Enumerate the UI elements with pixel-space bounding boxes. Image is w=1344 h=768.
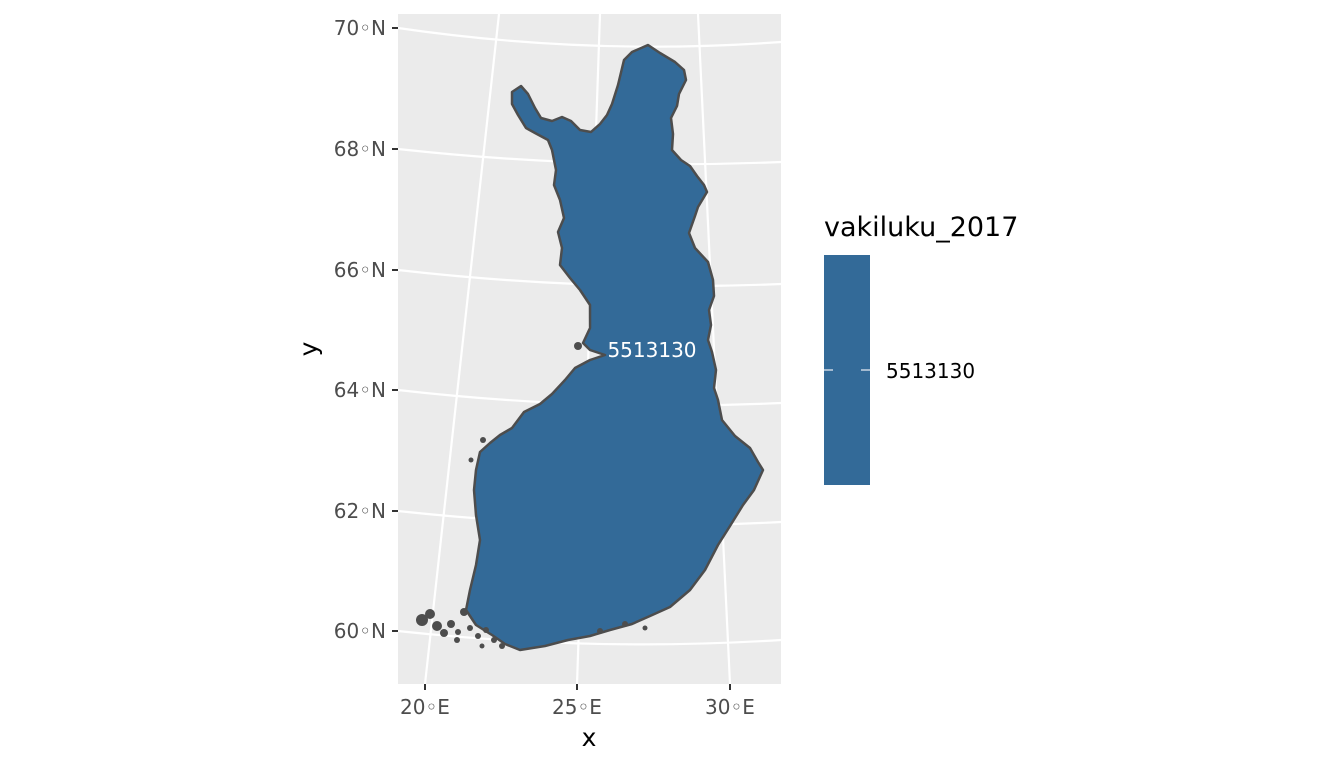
lat-tick-70n: 70◦N: [334, 16, 386, 40]
lat-tick-60n: 60◦N: [334, 619, 386, 643]
lat-tick-68n: 68◦N: [334, 137, 386, 161]
region-value-label: 5513130: [607, 338, 696, 362]
y-axis: [392, 27, 398, 632]
graticule-line-20e: [423, 13, 501, 685]
legend-label: 5513130: [886, 359, 975, 383]
y-axis-title: y: [294, 341, 323, 356]
graticule-line-30e: [696, 13, 732, 685]
lat-tick-64n: 64◦N: [334, 378, 386, 402]
lon-tick-20e: 20◦E: [400, 695, 450, 719]
finland-region: [464, 43, 765, 652]
lat-tick-62n: 62◦N: [334, 499, 386, 523]
archipelago: [416, 342, 648, 649]
lon-tick-30e: 30◦E: [705, 695, 755, 719]
lat-tick-66n: 66◦N: [334, 258, 386, 282]
legend-title: vakiluku_2017: [824, 212, 1018, 243]
legend: vakiluku_2017 5513130: [824, 212, 1018, 485]
x-axis-title: x: [582, 723, 597, 752]
graticule-line-60n: [397, 629, 782, 646]
lon-tick-25e: 25◦E: [552, 695, 602, 719]
x-axis: [424, 684, 731, 690]
graticule-line-70n: [397, 26, 782, 48]
